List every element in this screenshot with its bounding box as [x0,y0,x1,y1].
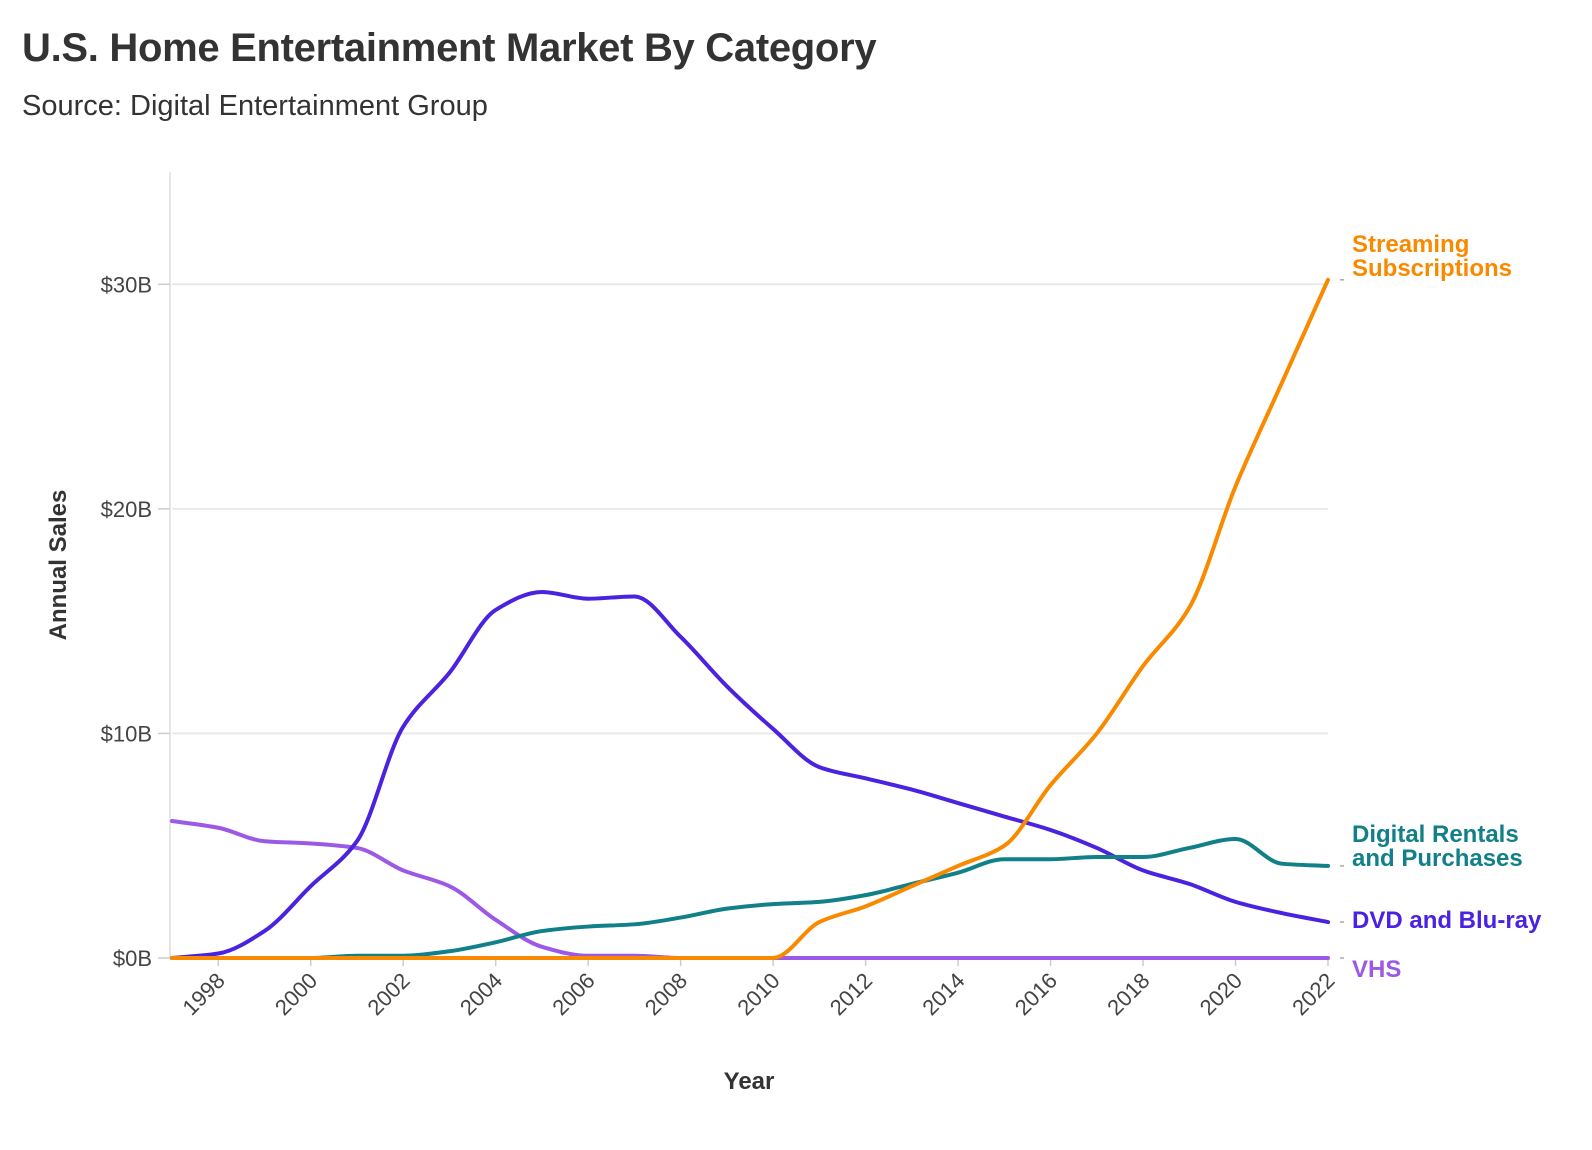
x-tick-label: 2022 [1287,968,1339,1020]
x-tick-label: 2006 [547,968,599,1020]
x-tick-label: 2012 [825,968,877,1020]
x-tick-label: 2020 [1195,968,1247,1020]
y-axis-title: Annual Sales [45,490,72,641]
x-tick-label: 2002 [362,968,414,1020]
series-label-line: Digital Rentals [1352,821,1519,848]
chart-subtitle: Source: Digital Entertainment Group [22,90,488,122]
series-line-dvd-and-blu-ray [170,589,1330,960]
y-tick-label: $20B [101,497,152,522]
chart-title: U.S. Home Entertainment Market By Catego… [22,26,877,70]
y-tick-label: $30B [101,272,152,297]
series-label-digital-rentals-and-purchases: Digital Rentals and Purchases [1352,821,1523,872]
y-tick-label: $10B [101,721,152,746]
series-label-streaming-subscriptions: Streaming Subscriptions [1352,231,1512,282]
series-lines [170,277,1330,960]
series-line-vhs [170,819,1330,960]
series-label-line: VHS [1352,956,1401,983]
x-tick-label: 2014 [917,968,969,1020]
series-line-streaming-subscriptions [170,277,1330,960]
series-labels: VHS DVD and Blu-ray Digital Rentals and Pur… [1340,231,1542,983]
x-tick-label: 2010 [732,968,784,1020]
x-tick-label: 2016 [1010,968,1062,1020]
series-label-line: Subscriptions [1352,255,1512,282]
series-line-digital-rentals-and-purchases [170,836,1330,960]
x-tick-label: 2004 [455,968,507,1020]
series-label-line: Streaming [1352,231,1469,258]
axes: $0B $10B $20B $30B 1998 2000 2002 2004 2006 2008 2… [101,172,1340,1020]
series-label-vhs: VHS [1352,956,1401,983]
series-label-line: and Purchases [1352,845,1523,872]
x-tick-label: 2018 [1102,968,1154,1020]
y-tick-label: $0B [113,946,152,971]
x-tick-label: 2000 [270,968,322,1020]
x-tick-label: 1998 [177,968,229,1020]
series-label-dvd-and-blu-ray: DVD and Blu-ray [1352,907,1542,934]
series-label-line: DVD and Blu-ray [1352,907,1542,934]
x-axis-title: Year [724,1068,775,1095]
x-tick-label: 2008 [640,968,692,1020]
